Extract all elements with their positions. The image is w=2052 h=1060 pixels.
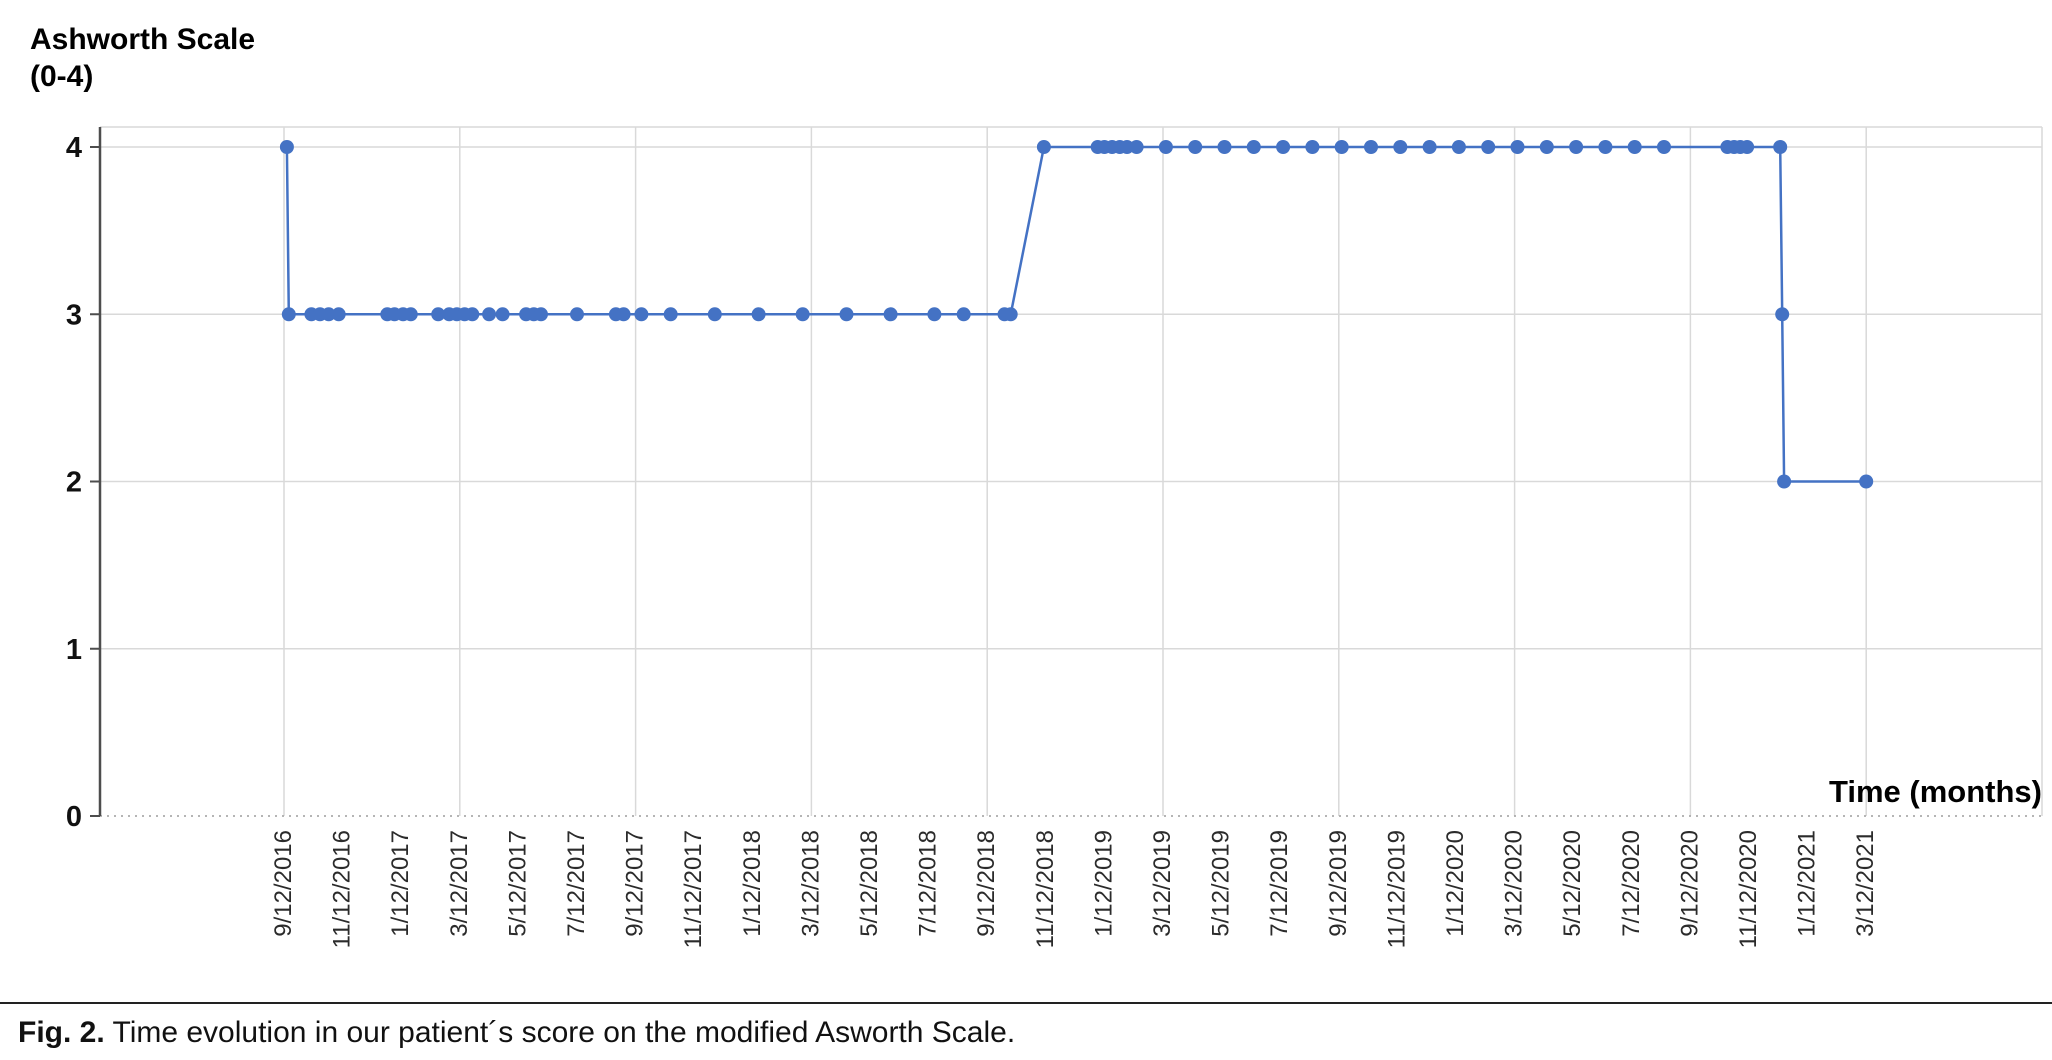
x-tick-label: 9/12/2016 xyxy=(270,830,297,937)
data-point xyxy=(321,307,336,322)
x-tick-label: 5/12/2019 xyxy=(1208,830,1235,937)
y-axis-title: Ashworth Scale (0-4) xyxy=(30,22,255,95)
x-tick-label: 1/12/2017 xyxy=(387,830,414,937)
x-tick-label: 1/12/2020 xyxy=(1442,830,1469,937)
x-tick-label: 7/12/2017 xyxy=(563,830,590,937)
y-axis-title-line2: (0-4) xyxy=(30,59,94,93)
x-tick-label: 7/12/2018 xyxy=(915,830,942,937)
data-point xyxy=(1539,140,1554,154)
figure-caption: Fig. 2. Time evolution in our patient´s … xyxy=(0,1002,2052,1050)
data-point xyxy=(495,307,510,322)
data-point xyxy=(1003,307,1018,322)
data-point xyxy=(482,307,497,322)
data-point xyxy=(927,307,942,322)
data-point xyxy=(279,140,294,154)
data-point xyxy=(1775,307,1790,322)
x-tick-label: 11/12/2017 xyxy=(680,830,707,948)
data-point xyxy=(1740,140,1755,154)
data-point xyxy=(1188,140,1203,154)
data-point xyxy=(1305,140,1320,154)
x-tick-label: 5/12/2017 xyxy=(504,830,531,937)
y-tick-label: 3 xyxy=(66,299,82,331)
x-tick-label: 7/12/2020 xyxy=(1618,830,1645,937)
x-tick-label: 3/12/2018 xyxy=(797,830,824,937)
x-tick-label: 11/12/2018 xyxy=(1032,830,1059,948)
data-point xyxy=(707,307,722,322)
x-tick-label: 1/12/2018 xyxy=(739,830,766,937)
x-tick-label: 1/12/2021 xyxy=(1794,830,1821,937)
data-point xyxy=(1598,140,1613,154)
x-tick-label: 1/12/2019 xyxy=(1090,830,1117,937)
x-tick-label: 3/12/2017 xyxy=(446,830,473,937)
data-point xyxy=(1334,140,1349,154)
data-point xyxy=(1129,140,1144,154)
data-point xyxy=(1364,140,1378,154)
data-point xyxy=(331,307,346,322)
x-tick-label: 5/12/2020 xyxy=(1559,830,1586,937)
y-tick-label: 0 xyxy=(66,801,82,833)
data-point xyxy=(431,307,446,322)
data-point xyxy=(1276,140,1291,154)
x-tick-label: 7/12/2019 xyxy=(1266,830,1293,937)
data-point xyxy=(883,307,898,322)
data-point xyxy=(1036,140,1051,154)
data-point xyxy=(663,307,678,322)
data-point xyxy=(465,307,480,322)
data-point xyxy=(1569,140,1584,154)
data-point xyxy=(1510,140,1525,154)
y-tick-label: 2 xyxy=(66,467,82,499)
x-tick-label: 11/12/2016 xyxy=(329,830,356,948)
data-point xyxy=(534,307,548,322)
data-point xyxy=(1451,140,1466,154)
ashworth-scale-line-chart: 4 3 2 1 0 9/12/2016 11/12/2016 1/12/2017 3/12/20… xyxy=(66,126,2043,948)
data-point xyxy=(1657,140,1671,154)
data-point xyxy=(1859,474,1874,489)
data-point xyxy=(570,307,584,322)
data-point xyxy=(839,307,854,322)
x-tick-label: 9/12/2018 xyxy=(973,830,1000,937)
data-point xyxy=(1120,140,1134,154)
data-point xyxy=(403,307,418,322)
y-axis-title-line1: Ashworth Scale xyxy=(30,23,256,56)
data-point xyxy=(751,307,766,322)
x-tick-label: 3/12/2020 xyxy=(1501,830,1528,937)
chart-plot-area: 4 3 2 1 0 9/12/2016 11/12/2016 1/12/2017 3/12/20… xyxy=(66,126,2043,948)
x-tick-label: 9/12/2019 xyxy=(1325,830,1352,937)
data-point xyxy=(1627,140,1642,154)
data-point xyxy=(281,307,296,322)
data-point xyxy=(1422,140,1437,154)
data-point xyxy=(795,307,810,322)
data-point xyxy=(956,307,971,322)
y-tick-label: 4 xyxy=(66,132,82,164)
data-point xyxy=(1777,474,1792,489)
data-point xyxy=(1481,140,1496,154)
data-point xyxy=(1773,140,1788,154)
x-tick-label: 11/12/2019 xyxy=(1383,830,1410,948)
data-point xyxy=(1158,140,1173,154)
y-tick-label: 1 xyxy=(66,634,82,666)
x-tick-label: 11/12/2020 xyxy=(1735,830,1762,948)
figure-caption-text: Time evolution in our patient´s score on… xyxy=(104,1016,1016,1049)
data-point xyxy=(616,307,631,322)
x-tick-label: 3/12/2021 xyxy=(1852,830,1879,937)
x-tick-label: 9/12/2020 xyxy=(1676,830,1703,937)
x-tick-label: 3/12/2019 xyxy=(1149,830,1176,937)
x-axis-title: Time (months) xyxy=(1829,774,2042,809)
figure-caption-label: Fig. 2. xyxy=(18,1016,105,1049)
data-point xyxy=(1217,140,1232,154)
data-point xyxy=(634,307,649,322)
x-tick-label: 5/12/2018 xyxy=(856,830,883,937)
x-tick-label: 9/12/2017 xyxy=(622,830,649,937)
data-point xyxy=(1246,140,1261,154)
data-point xyxy=(1393,140,1408,154)
